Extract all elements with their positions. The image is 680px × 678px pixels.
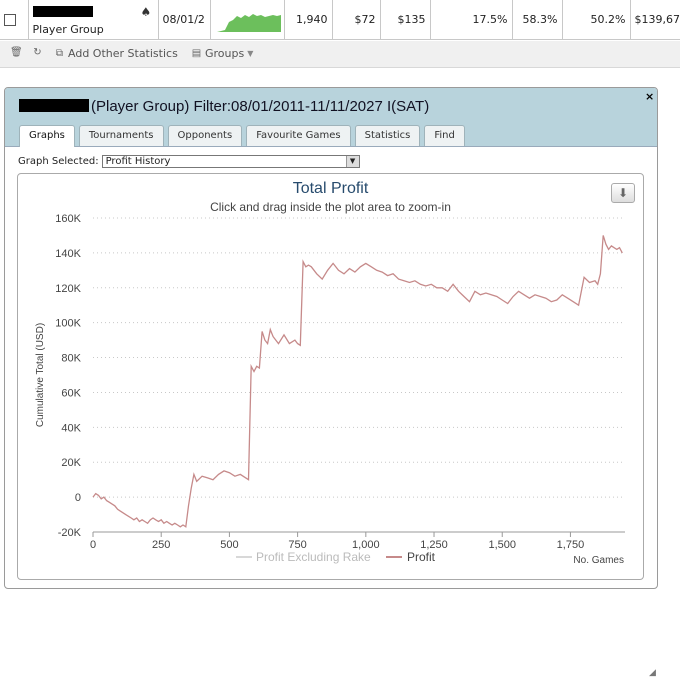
dialog-tabs: Graphs Tournaments Opponents Favourite G… bbox=[19, 125, 465, 147]
profit-chart[interactable]: -20K 0 20K 40K 60K 80K 100K 120K 140K 160K 0 250 500… bbox=[18, 174, 643, 579]
profit-series-line bbox=[92, 235, 623, 528]
row-checkbox[interactable] bbox=[4, 14, 16, 26]
refresh-icon[interactable]: ↻ bbox=[33, 47, 42, 58]
x-axis-label: No. Games bbox=[573, 555, 624, 566]
stat-col-6: 50.2% bbox=[562, 0, 631, 40]
graph-select-row: Graph Selected: Profit History ▼ bbox=[18, 155, 360, 168]
download-icon[interactable]: ⬇ bbox=[611, 183, 635, 203]
y-tick-label: 20K bbox=[61, 457, 81, 469]
add-stats-label: Add Other Statistics bbox=[68, 47, 178, 60]
graph-select-value: Profit History bbox=[105, 156, 171, 167]
chart-subtitle: Click and drag inside the plot area to z… bbox=[210, 200, 451, 214]
y-tick-label: 120K bbox=[55, 283, 81, 295]
x-tick-label: 0 bbox=[90, 539, 96, 551]
stat-col-5: 58.3% bbox=[512, 0, 563, 40]
redacted-name bbox=[32, 5, 93, 17]
resize-grip-icon[interactable]: ◢ bbox=[649, 668, 656, 678]
tab-graphs[interactable]: Graphs bbox=[19, 125, 75, 147]
tab-tournaments[interactable]: Tournaments bbox=[78, 125, 164, 146]
tab-favourite-games[interactable]: Favourite Games bbox=[246, 125, 351, 146]
stat-profit: $139,674 bbox=[630, 0, 680, 40]
sparkline-chart bbox=[216, 14, 281, 32]
groups-label: Groups bbox=[205, 47, 245, 60]
y-tick-label: 140K bbox=[55, 248, 81, 260]
y-axis-label: Cumulative Total (USD) bbox=[35, 323, 46, 427]
tab-statistics[interactable]: Statistics bbox=[354, 125, 421, 146]
groups-icon: ▤ bbox=[191, 48, 202, 59]
stat-games: 1,940 bbox=[284, 0, 333, 40]
player-name-cell: ♠ Player Group bbox=[28, 0, 159, 40]
groups-button[interactable]: ▤ Groups ▼ bbox=[191, 47, 254, 60]
x-tick-label: 250 bbox=[152, 539, 170, 551]
profit-dialog: (Player Group) Filter:08/01/2011-11/11/2… bbox=[4, 87, 658, 678]
y-tick-label: 60K bbox=[61, 387, 81, 399]
sparkline-cell bbox=[210, 0, 285, 40]
x-tick-label: 1,500 bbox=[488, 539, 516, 551]
add-stats-button[interactable]: ⧉ Add Other Statistics bbox=[54, 47, 178, 60]
y-tick-label: 80K bbox=[61, 353, 81, 365]
x-tick-label: 1,000 bbox=[352, 539, 380, 551]
y-tick-label: 40K bbox=[61, 422, 81, 434]
dialog-title: (Player Group) Filter:08/01/2011-11/11/2… bbox=[19, 98, 429, 115]
close-icon[interactable]: × bbox=[645, 90, 655, 103]
stat-col-2: $72 bbox=[332, 0, 381, 40]
row-checkbox-cell bbox=[0, 0, 29, 40]
chart-title: Total Profit bbox=[292, 180, 369, 197]
trash-icon[interactable]: 🗑 bbox=[10, 47, 23, 58]
x-tick-label: 1,750 bbox=[557, 539, 585, 551]
chart-panel: -20K 0 20K 40K 60K 80K 100K 120K 140K 160K 0 250 500… bbox=[17, 173, 644, 580]
x-tick-label: 750 bbox=[288, 539, 306, 551]
redacted-player bbox=[19, 99, 89, 112]
stat-col-4: 17.5% bbox=[430, 0, 513, 40]
chevron-down-icon: ▼ bbox=[247, 49, 254, 58]
graph-selected-label: Graph Selected: bbox=[18, 156, 99, 167]
date-cell: 08/01/2 bbox=[158, 0, 211, 40]
x-tick-label: 1,250 bbox=[420, 539, 448, 551]
player-type-icon: ♠ bbox=[140, 4, 152, 19]
legend-profit-excluding-rake: Profit Excluding Rake bbox=[256, 550, 371, 564]
sparkline-area bbox=[216, 14, 281, 32]
tab-find[interactable]: Find bbox=[424, 125, 465, 146]
player-group-label: Player Group bbox=[32, 22, 104, 36]
y-tick-label: 100K bbox=[55, 318, 81, 330]
legend-profit: Profit bbox=[407, 550, 436, 564]
y-tick-label: 0 bbox=[75, 492, 81, 504]
y-tick-label: 160K bbox=[55, 213, 81, 225]
dialog-header: (Player Group) Filter:08/01/2011-11/11/2… bbox=[5, 88, 657, 147]
stats-table: ♠ Player Group 08/01/2 1,940 $72 $135 17… bbox=[0, 0, 680, 40]
stats-toolbar: 🗑 ↻ ⧉ Add Other Statistics ▤ Groups ▼ bbox=[0, 41, 680, 68]
add-window-icon: ⧉ bbox=[55, 48, 64, 59]
stat-col-3: $135 bbox=[380, 0, 431, 40]
x-tick-label: 500 bbox=[220, 539, 238, 551]
chevron-down-icon[interactable]: ▼ bbox=[345, 156, 359, 167]
y-tick-label: -20K bbox=[58, 527, 82, 539]
tab-opponents[interactable]: Opponents bbox=[167, 125, 243, 146]
graph-select[interactable]: Profit History ▼ bbox=[101, 155, 360, 168]
